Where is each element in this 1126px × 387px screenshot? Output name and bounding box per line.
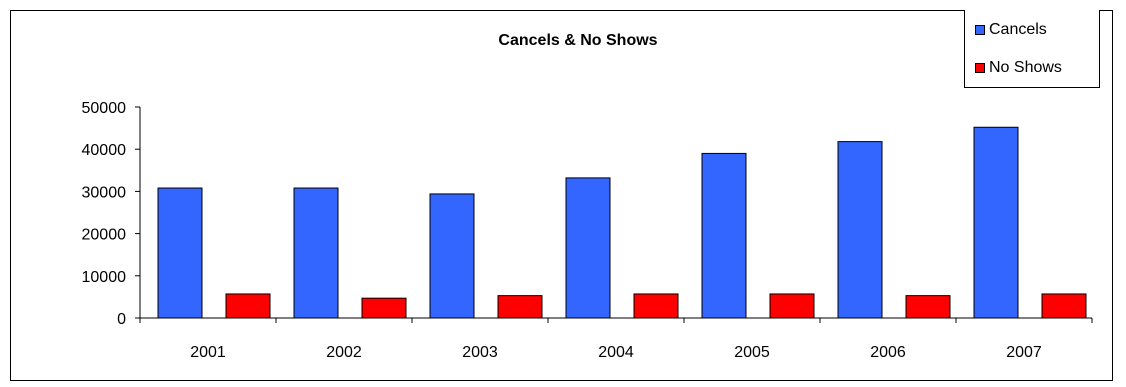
legend-item-no-shows: No Shows [975, 58, 1062, 78]
legend-label-no-shows: No Shows [989, 59, 1062, 76]
bar-cancels-2004 [565, 177, 611, 319]
y-tick-label: 0 [117, 311, 126, 328]
chart-title: Cancels & No Shows [498, 32, 657, 49]
y-tick-label: 40000 [82, 142, 127, 159]
legend: Cancels No Shows [964, 10, 1100, 88]
x-tick-label: 2005 [734, 344, 770, 361]
bar-cancels-2005 [701, 152, 747, 319]
bar-cancels-2007 [973, 126, 1019, 319]
x-tick-label: 2007 [1006, 344, 1042, 361]
bar-no-shows-2003 [497, 295, 543, 319]
bar-no-shows-2004 [633, 293, 679, 319]
y-tick-label: 50000 [82, 100, 127, 117]
y-tick-label: 30000 [82, 184, 127, 201]
bar-no-shows-2005 [769, 293, 815, 319]
bar-no-shows-2001 [225, 293, 271, 319]
legend-swatch-no-shows [975, 63, 985, 73]
bars [157, 126, 1087, 319]
legend-swatch-cancels [975, 25, 985, 35]
bar-no-shows-2006 [905, 295, 951, 319]
y-tick-label: 10000 [82, 269, 127, 286]
axes [135, 106, 1093, 323]
bar-no-shows-2007 [1041, 293, 1087, 319]
x-tick-label: 2001 [190, 344, 226, 361]
bar-cancels-2003 [429, 193, 475, 319]
x-tick-label: 2003 [462, 344, 498, 361]
bar-cancels-2002 [293, 187, 339, 319]
bar-cancels-2001 [157, 187, 203, 319]
x-tick-label: 2006 [870, 344, 906, 361]
bar-cancels-2006 [837, 141, 883, 319]
x-tick-label: 2004 [598, 344, 634, 361]
legend-label-cancels: Cancels [989, 21, 1047, 38]
bar-no-shows-2002 [361, 297, 407, 319]
axis-labels: 0 10000 20000 30000 40000 50000 2001 2002 2003 20… [82, 100, 1042, 361]
x-tick-label: 2002 [326, 344, 362, 361]
y-tick-label: 20000 [82, 227, 127, 244]
legend-item-cancels: Cancels [975, 20, 1047, 40]
